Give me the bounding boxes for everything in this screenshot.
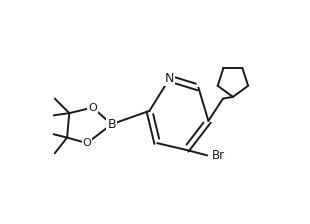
Text: O: O [88,103,97,112]
Text: N: N [165,72,174,85]
Text: O: O [83,138,91,148]
Text: Br: Br [212,149,225,162]
Text: B: B [107,118,116,131]
